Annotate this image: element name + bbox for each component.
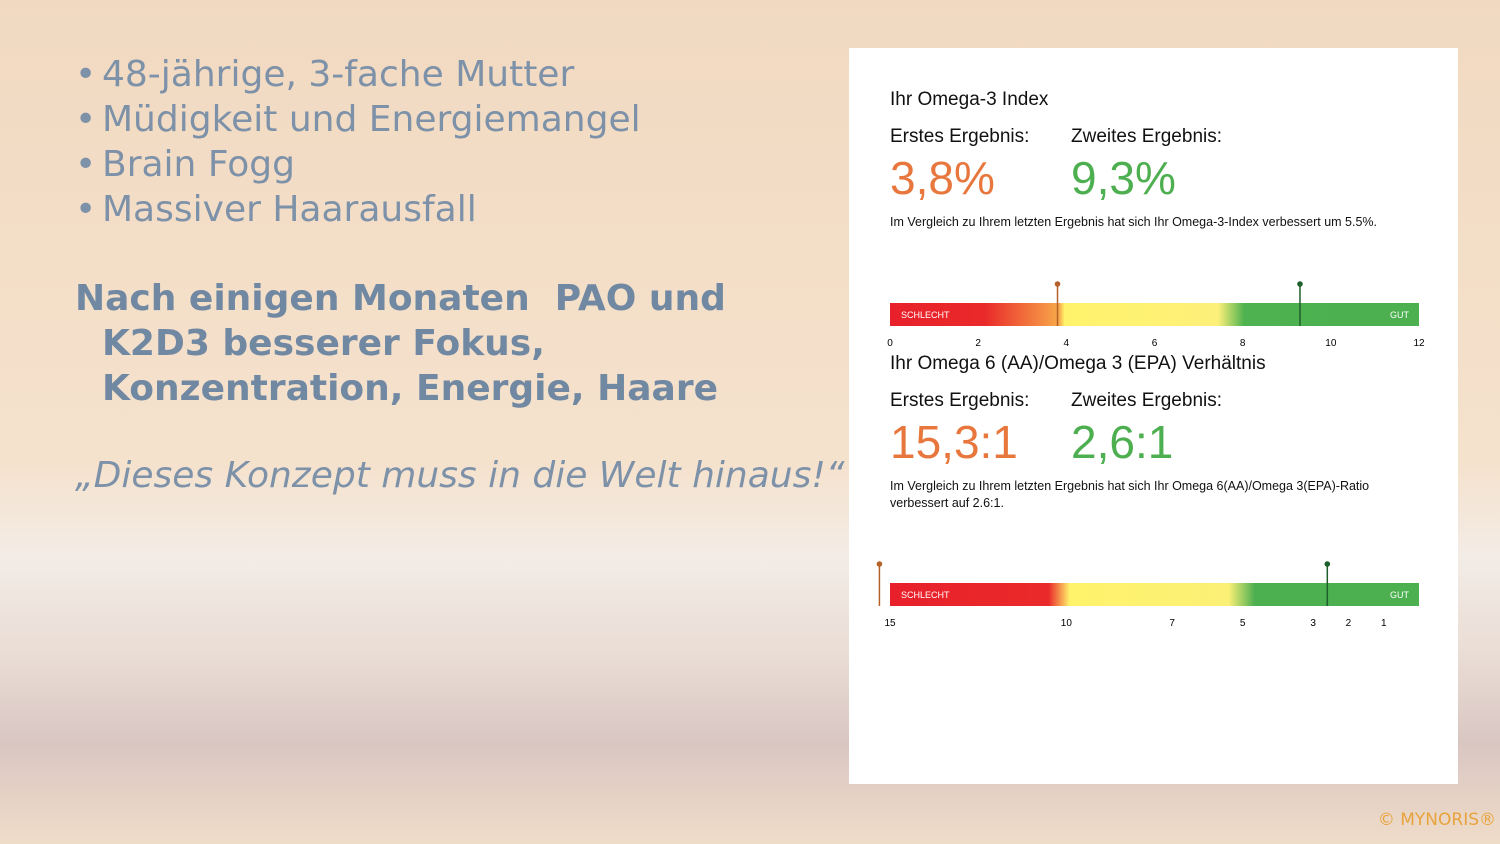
section-title: Ihr Omega-3 Index: [890, 89, 1049, 110]
tick-label: 6: [1152, 338, 1158, 349]
tick-label: 15: [884, 618, 896, 629]
first-value: 3,8%: [890, 152, 995, 204]
section-title: Ihr Omega 6 (AA)/Omega 3 (EPA) Verhältni…: [890, 353, 1266, 374]
bullet: Brain Fogg: [75, 142, 641, 187]
tick-label: 5: [1240, 618, 1246, 629]
tick-label: 4: [1064, 338, 1070, 349]
first-label: Erstes Ergebnis:: [890, 126, 1030, 147]
tick-label: 10: [1325, 338, 1337, 349]
low-label: SCHLECHT: [901, 310, 950, 320]
report: Ihr Omega-3 Index Erstes Ergebnis: Zweites…: [849, 48, 1458, 784]
first-value: 15,3:1: [890, 416, 1018, 468]
tick-label: 3: [1310, 618, 1316, 629]
tick-label: 8: [1240, 338, 1246, 349]
marker-dot: [1054, 281, 1061, 287]
gauge-bar: [890, 303, 1419, 326]
copyright: © MYNORIS®: [1377, 810, 1496, 830]
tick-label: 2: [975, 338, 981, 349]
high-label: GUT: [1390, 310, 1410, 320]
second-value: 2,6:1: [1071, 416, 1174, 468]
gauge-bar: [890, 583, 1419, 606]
note: Im Vergleich zu Ihrem letzten Ergebnis h…: [890, 479, 1370, 510]
high-label: GUT: [1390, 590, 1410, 600]
marker-dot: [1324, 561, 1331, 567]
marker-dot: [876, 561, 883, 567]
bullet: Massiver Haarausfall: [75, 187, 641, 232]
tick-label: 7: [1169, 618, 1175, 629]
bullet: Müdigkeit und Energiemangel: [75, 97, 641, 142]
tick-label: 10: [1061, 618, 1073, 629]
gauge: SCHLECHT GUT 15 10 7 5 3 2 1: [876, 561, 1419, 629]
heading: Nach einigen Monaten PAO und K2D3 besser…: [75, 278, 739, 409]
second-label: Zweites Ergebnis:: [1071, 390, 1223, 411]
bullet-list: 48-jährige, 3-fache Mutter Müdigkeit und…: [75, 52, 641, 232]
section: Ihr Omega-3 Index Erstes Ergebnis: Zweites…: [887, 89, 1430, 349]
bullet: 48-jährige, 3-fache Mutter: [75, 52, 641, 97]
first-label: Erstes Ergebnis:: [890, 390, 1030, 411]
quote: „Dieses Konzept muss in die Welt hinaus!…: [75, 455, 845, 496]
second-label: Zweites Ergebnis:: [1071, 126, 1223, 147]
tick-label: 1: [1381, 618, 1387, 629]
low-label: SCHLECHT: [901, 590, 950, 600]
note: Im Vergleich zu Ihrem letzten Ergebnis h…: [890, 215, 1378, 229]
tick-label: 12: [1413, 338, 1425, 349]
tick-label: 0: [887, 338, 893, 349]
second-value: 9,3%: [1071, 152, 1176, 204]
tick-label: 2: [1346, 618, 1352, 629]
marker-dot: [1297, 281, 1303, 287]
section: Ihr Omega 6 (AA)/Omega 3 (EPA) Verhältni…: [876, 353, 1430, 629]
gauge: SCHLECHT GUT 0 2 4 6 8 10 12: [887, 281, 1425, 349]
